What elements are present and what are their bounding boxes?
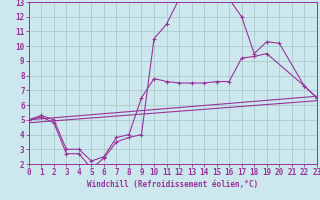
X-axis label: Windchill (Refroidissement éolien,°C): Windchill (Refroidissement éolien,°C) xyxy=(87,180,258,189)
